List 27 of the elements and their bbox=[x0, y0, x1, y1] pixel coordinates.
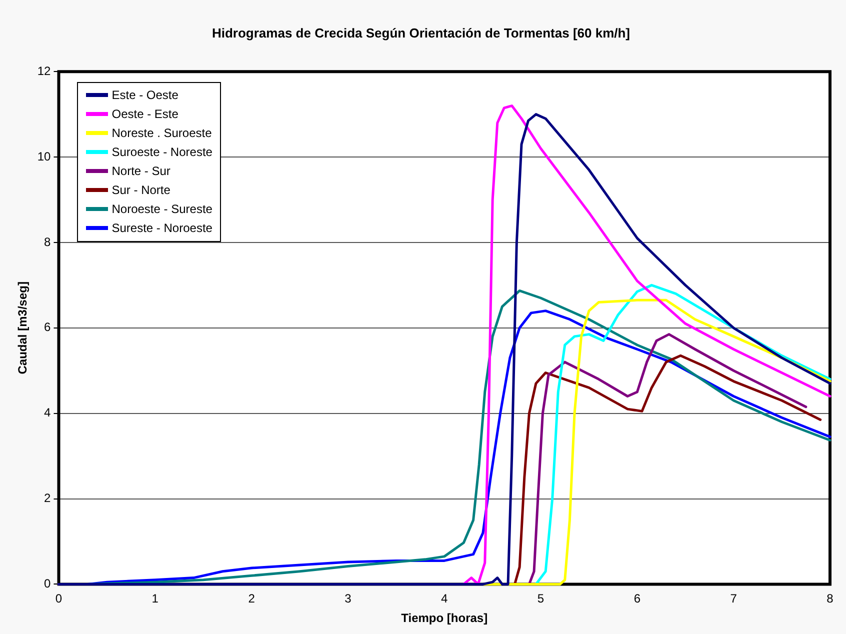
legend-label: Noroeste - Sureste bbox=[112, 200, 212, 218]
y-tick-label: 8 bbox=[44, 234, 52, 249]
legend-label: Noreste . Suroeste bbox=[112, 124, 212, 142]
x-tick-label: 7 bbox=[730, 592, 738, 606]
y-tick-label: 12 bbox=[37, 64, 52, 78]
y-tick-label: 2 bbox=[44, 491, 52, 506]
y-tick-label: 6 bbox=[44, 320, 52, 334]
x-tick-label: 4 bbox=[441, 592, 448, 606]
y-tick-label: 4 bbox=[44, 406, 52, 420]
x-tick-label: 8 bbox=[826, 592, 834, 606]
y-axis-title: Caudal [m3/seg] bbox=[16, 282, 30, 374]
legend-label: Sur - Norte bbox=[112, 182, 170, 199]
x-tick-label: 0 bbox=[55, 592, 62, 606]
legend-label: Sureste - Noroeste bbox=[112, 220, 212, 237]
x-axis-title: Tiempo [horas] bbox=[401, 611, 488, 626]
y-tick-label: 10 bbox=[37, 149, 52, 164]
x-tick-label: 1 bbox=[152, 592, 159, 606]
x-tick-label: 2 bbox=[248, 592, 256, 606]
x-tick-label: 5 bbox=[537, 592, 544, 606]
x-tick-label: 3 bbox=[344, 592, 352, 606]
x-tick-label: 6 bbox=[634, 592, 641, 606]
y-tick-label: 0 bbox=[44, 576, 52, 591]
legend-label: Suroeste - Noreste bbox=[112, 144, 212, 161]
legend-label: Norte - Sur bbox=[112, 162, 170, 180]
legend-label: Oeste - Este bbox=[112, 106, 178, 123]
legend-label: Este - Oeste bbox=[112, 86, 178, 104]
chart-title: Hidrogramas de Crecida Según Orientación de Tormentas [60 km/h] bbox=[212, 25, 630, 40]
